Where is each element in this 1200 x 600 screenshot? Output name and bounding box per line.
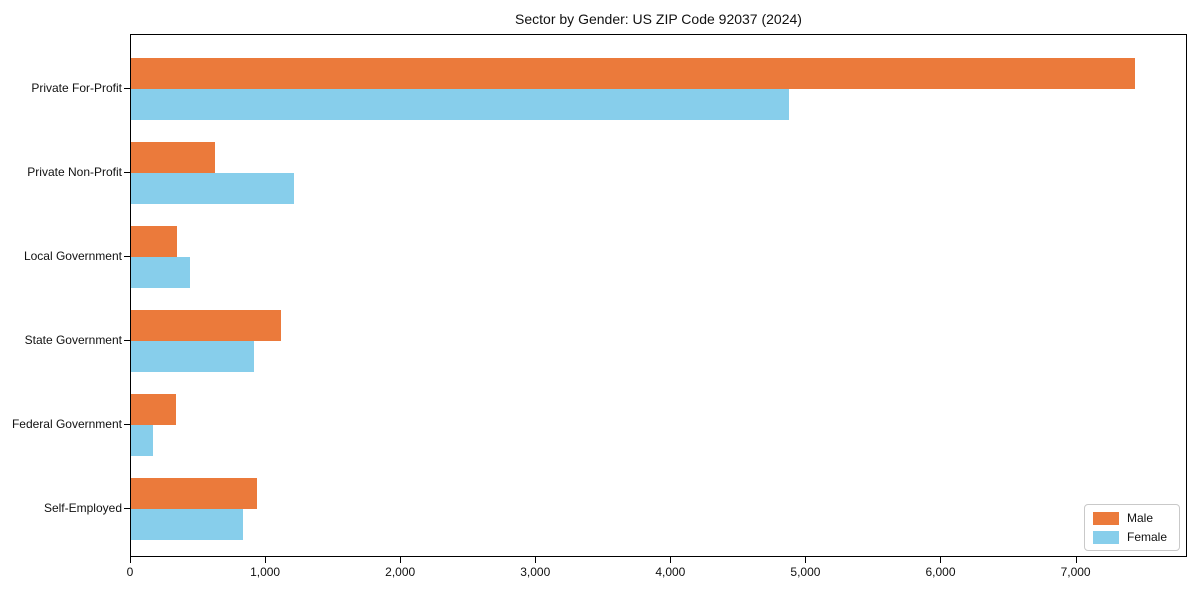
bar-female-0 bbox=[131, 89, 789, 120]
x-tick-label: 1,000 bbox=[250, 565, 281, 579]
bar-male-0 bbox=[131, 58, 1135, 89]
legend-label-male: Male bbox=[1126, 511, 1153, 525]
x-tick-mark bbox=[670, 557, 672, 563]
bar-female-4 bbox=[131, 425, 153, 456]
y-tick-mark bbox=[124, 340, 130, 341]
y-tick-label: Federal Government bbox=[11, 417, 122, 431]
plot-area: Male Female bbox=[130, 34, 1187, 557]
y-tick-mark bbox=[124, 424, 130, 425]
x-tick-mark bbox=[940, 557, 942, 563]
bar-male-3 bbox=[131, 310, 281, 341]
y-tick-mark bbox=[124, 172, 130, 173]
y-tick-label: Private For-Profit bbox=[31, 81, 122, 95]
chart-title: Sector by Gender: US ZIP Code 92037 (202… bbox=[515, 11, 802, 27]
x-tick-mark bbox=[265, 557, 267, 563]
x-tick-label: 7,000 bbox=[1060, 565, 1091, 579]
bar-male-4 bbox=[131, 394, 176, 425]
legend-swatch-male bbox=[1092, 511, 1119, 525]
y-tick-mark bbox=[124, 508, 130, 509]
bar-male-5 bbox=[131, 478, 257, 509]
y-tick-label: Private Non-Profit bbox=[27, 165, 122, 179]
y-tick-label: State Government bbox=[24, 333, 122, 347]
x-tick-label: 5,000 bbox=[790, 565, 821, 579]
legend-item-male: Male bbox=[1092, 511, 1167, 525]
legend-swatch-female bbox=[1092, 530, 1119, 544]
x-tick-mark bbox=[400, 557, 402, 563]
x-tick-mark bbox=[805, 557, 807, 563]
legend-item-female: Female bbox=[1092, 530, 1167, 544]
bar-female-1 bbox=[131, 173, 295, 204]
legend-label-female: Female bbox=[1126, 530, 1167, 544]
x-tick-mark bbox=[130, 557, 131, 563]
x-tick-label: 4,000 bbox=[655, 565, 686, 579]
y-tick-mark bbox=[124, 88, 130, 89]
x-tick-mark bbox=[1075, 557, 1077, 563]
y-tick-label: Local Government bbox=[23, 249, 122, 263]
x-tick-label: 0 bbox=[126, 565, 134, 579]
bar-female-5 bbox=[131, 509, 244, 540]
bar-male-1 bbox=[131, 142, 215, 173]
x-tick-label: 3,000 bbox=[520, 565, 551, 579]
bar-female-3 bbox=[131, 341, 254, 372]
bar-female-2 bbox=[131, 257, 191, 288]
legend: Male Female bbox=[1083, 504, 1180, 551]
x-tick-label: 2,000 bbox=[385, 565, 416, 579]
x-tick-mark bbox=[535, 557, 537, 563]
bar-male-2 bbox=[131, 226, 177, 257]
y-tick-mark bbox=[124, 256, 130, 257]
x-tick-label: 6,000 bbox=[925, 565, 956, 579]
y-tick-label: Self-Employed bbox=[43, 501, 122, 515]
